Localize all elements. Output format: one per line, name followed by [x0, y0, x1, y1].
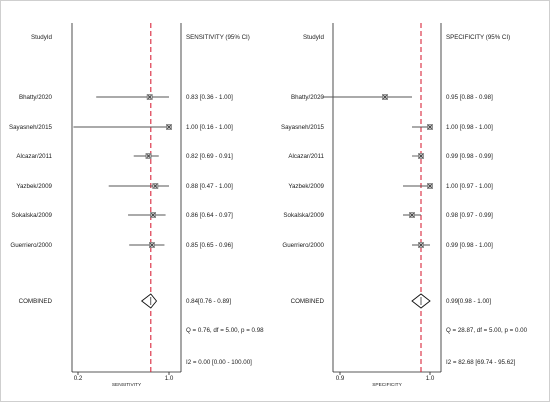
sens-study-name: Bhatty/2020	[19, 94, 53, 101]
sens-combined-name: COMBINED	[19, 298, 53, 305]
spec-study-estimate-label: 1.00 [0.98 - 1.00]	[446, 124, 493, 131]
sens-study-estimate-label: 0.85 [0.65 - 0.96]	[186, 242, 233, 249]
sens-study-estimate-label: 0.82 [0.69 - 0.91]	[186, 153, 233, 160]
spec-point-estimate	[382, 94, 388, 100]
spec-study-name: Sokalska/2009	[283, 212, 324, 219]
spec-study-estimate-label: 0.98 [0.97 - 0.99]	[446, 212, 493, 219]
sens-combined-estimate-label: 0.84[0.76 - 0.89]	[186, 298, 231, 305]
spec-study-estimate-label: 0.99 [0.98 - 0.99]	[446, 153, 493, 160]
spec-study-name: Alcazar/2011	[288, 153, 324, 160]
sens-study-estimate-label: 0.88 [0.47 - 1.00]	[186, 183, 233, 190]
sens-study-header: StudyId	[31, 34, 53, 41]
sens-heterogeneity-q: Q = 0.76, df = 5.00, p = 0.98	[186, 327, 264, 334]
spec-point-estimate	[418, 153, 424, 159]
spec-x-tick-label: 0.9	[336, 375, 345, 382]
sens-stat-header: SENSITIVITY (95% CI)	[186, 34, 250, 41]
spec-study-name: Yazbek/2009	[288, 183, 324, 190]
sens-study-estimate-label: 1.00 [0.16 - 1.00]	[186, 124, 233, 131]
sens-combined-diamond	[140, 293, 158, 309]
sens-point-estimate	[146, 153, 151, 159]
spec-x-axis-label: SPECIFICITY	[372, 382, 402, 388]
spec-heterogeneity-q: Q = 28.87, df = 5.00, p = 0.00	[446, 327, 528, 334]
sens-point-estimate	[166, 124, 172, 130]
spec-point-estimate	[418, 242, 424, 248]
spec-study-estimate-label: 0.99 [0.98 - 1.00]	[446, 242, 493, 249]
spec-combined-estimate-label: 0.99[0.98 - 1.00]	[446, 298, 491, 305]
sens-study-name: Yazbek/2009	[16, 183, 52, 190]
spec-study-name: Sayasneh/2015	[281, 124, 325, 131]
sens-study-name: Alcazar/2011	[16, 153, 52, 160]
spec-study-header: StudyId	[303, 34, 325, 41]
sens-point-estimate	[151, 212, 156, 218]
sens-point-estimate	[147, 94, 152, 100]
sens-study-estimate-label: 0.83 [0.36 - 1.00]	[186, 94, 233, 101]
spec-study-estimate-label: 1.00 [0.97 - 1.00]	[446, 183, 493, 190]
sens-study-estimate-label: 0.86 [0.64 - 0.97]	[186, 212, 233, 219]
spec-heterogeneity-i2: I2 = 82.68 [69.74 - 95.62]	[446, 359, 516, 366]
sens-study-name: Sokalska/2009	[11, 212, 52, 219]
sens-study-name: Sayasneh/2015	[9, 124, 53, 131]
spec-point-estimate	[427, 124, 433, 130]
sens-study-name: Guerriero/2000	[10, 242, 52, 249]
sens-x-tick-label: 0.2	[74, 375, 83, 382]
sens-x-tick-label: 1.0	[165, 375, 174, 382]
spec-study-name: Guerriero/2000	[282, 242, 324, 249]
spec-point-estimate	[409, 212, 415, 218]
sens-heterogeneity-i2: I2 = 0.00 [0.00 - 100.00]	[186, 359, 252, 366]
sens-x-axis-label: SENSITIVITY	[112, 382, 142, 388]
spec-study-estimate-label: 0.95 [0.88 - 0.98]	[446, 94, 493, 101]
sens-point-estimate	[149, 242, 154, 248]
spec-stat-header: SPECIFICITY (95% CI)	[446, 34, 510, 41]
spec-combined-name: COMBINED	[291, 298, 325, 305]
sens-point-estimate	[153, 183, 158, 189]
spec-point-estimate	[427, 183, 433, 189]
spec-study-name: Bhatty/2020	[291, 94, 325, 101]
spec-x-tick-label: 1.0	[426, 375, 435, 382]
